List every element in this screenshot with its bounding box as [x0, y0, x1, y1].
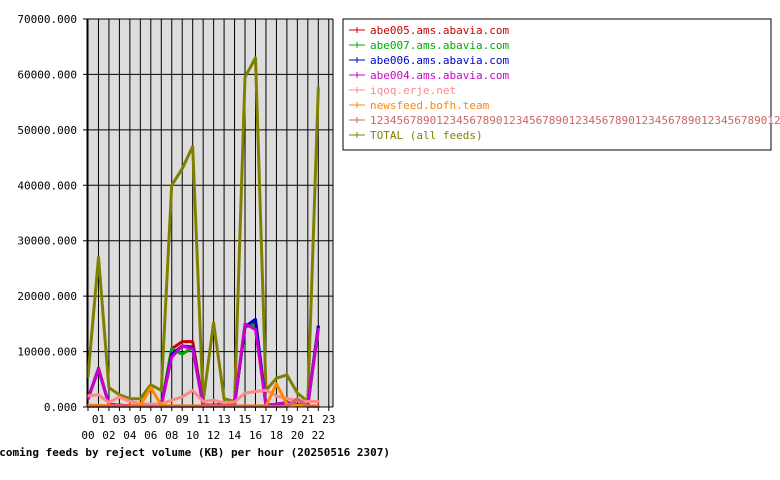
x-tick-label: 04 — [123, 429, 137, 442]
legend-label: abe007.ams.abavia.com — [370, 39, 509, 52]
x-tick-label: 10 — [186, 429, 199, 442]
x-tick-label: 14 — [228, 429, 242, 442]
chart-title: Incoming feeds by reject volume (KB) per… — [0, 446, 390, 459]
x-tick-label: 13 — [217, 413, 230, 426]
x-tick-label: 06 — [144, 429, 157, 442]
x-tick-label: 19 — [280, 413, 293, 426]
x-tick-label: 01 — [92, 413, 105, 426]
y-tick-label: 50000.000 — [17, 124, 77, 137]
x-tick-label: 03 — [113, 413, 126, 426]
x-tick-label: 12 — [207, 429, 220, 442]
x-tick-label: 00 — [81, 429, 94, 442]
axes — [86, 18, 334, 408]
legend-label: 1234567890123456789012345678901234567890… — [370, 114, 780, 127]
x-tick-label: 11 — [197, 413, 210, 426]
legend-label: iqoq.erje.net — [370, 84, 456, 97]
x-tick-label: 17 — [259, 413, 272, 426]
x-tick-label: 09 — [176, 413, 189, 426]
series-lines — [86, 56, 320, 408]
legend-box — [342, 18, 772, 151]
series-line — [86, 388, 320, 406]
y-tick-label: 40000.000 — [17, 179, 77, 192]
legend-label: abe006.ams.abavia.com — [370, 54, 509, 67]
x-tick-label: 15 — [238, 413, 251, 426]
x-tick-label: 16 — [249, 429, 262, 442]
x-tick-label: 05 — [134, 413, 147, 426]
y-tick-label: 0.000 — [44, 401, 77, 414]
y-tick-label: 70000.000 — [17, 13, 77, 26]
x-tick-label: 22 — [312, 429, 325, 442]
legend: abe005.ams.abavia.com abe007.ams.abavia.c… — [342, 18, 780, 151]
y-tick-label: 10000.000 — [17, 346, 77, 359]
x-tick-labels: 00 01 02 03 04 05 06 07 08 09 10 11 12 13 14 15 16 17 18 19… — [81, 407, 335, 442]
legend-label: abe004.ams.abavia.com — [370, 69, 509, 82]
y-tick-label: 30000.000 — [17, 235, 77, 248]
legend-label: TOTAL (all feeds) — [370, 129, 483, 142]
x-tick-label: 20 — [291, 429, 304, 442]
legend-label: newsfeed.bofh.team — [370, 99, 490, 112]
y-tick-label: 60000.000 — [17, 68, 77, 81]
x-tick-label: 21 — [301, 413, 314, 426]
x-tick-label: 02 — [102, 429, 115, 442]
y-tick-label: 20000.000 — [17, 290, 77, 303]
series-line — [86, 397, 320, 408]
legend-label: abe005.ams.abavia.com — [370, 24, 509, 37]
x-tick-label: 07 — [155, 413, 168, 426]
x-tick-label: 18 — [270, 429, 283, 442]
x-tick-label: 08 — [165, 429, 178, 442]
y-tick-labels: 0.000 10000.000 20000.000 30000.000 40000.00… — [17, 13, 77, 414]
x-tick-label: 23 — [322, 413, 335, 426]
